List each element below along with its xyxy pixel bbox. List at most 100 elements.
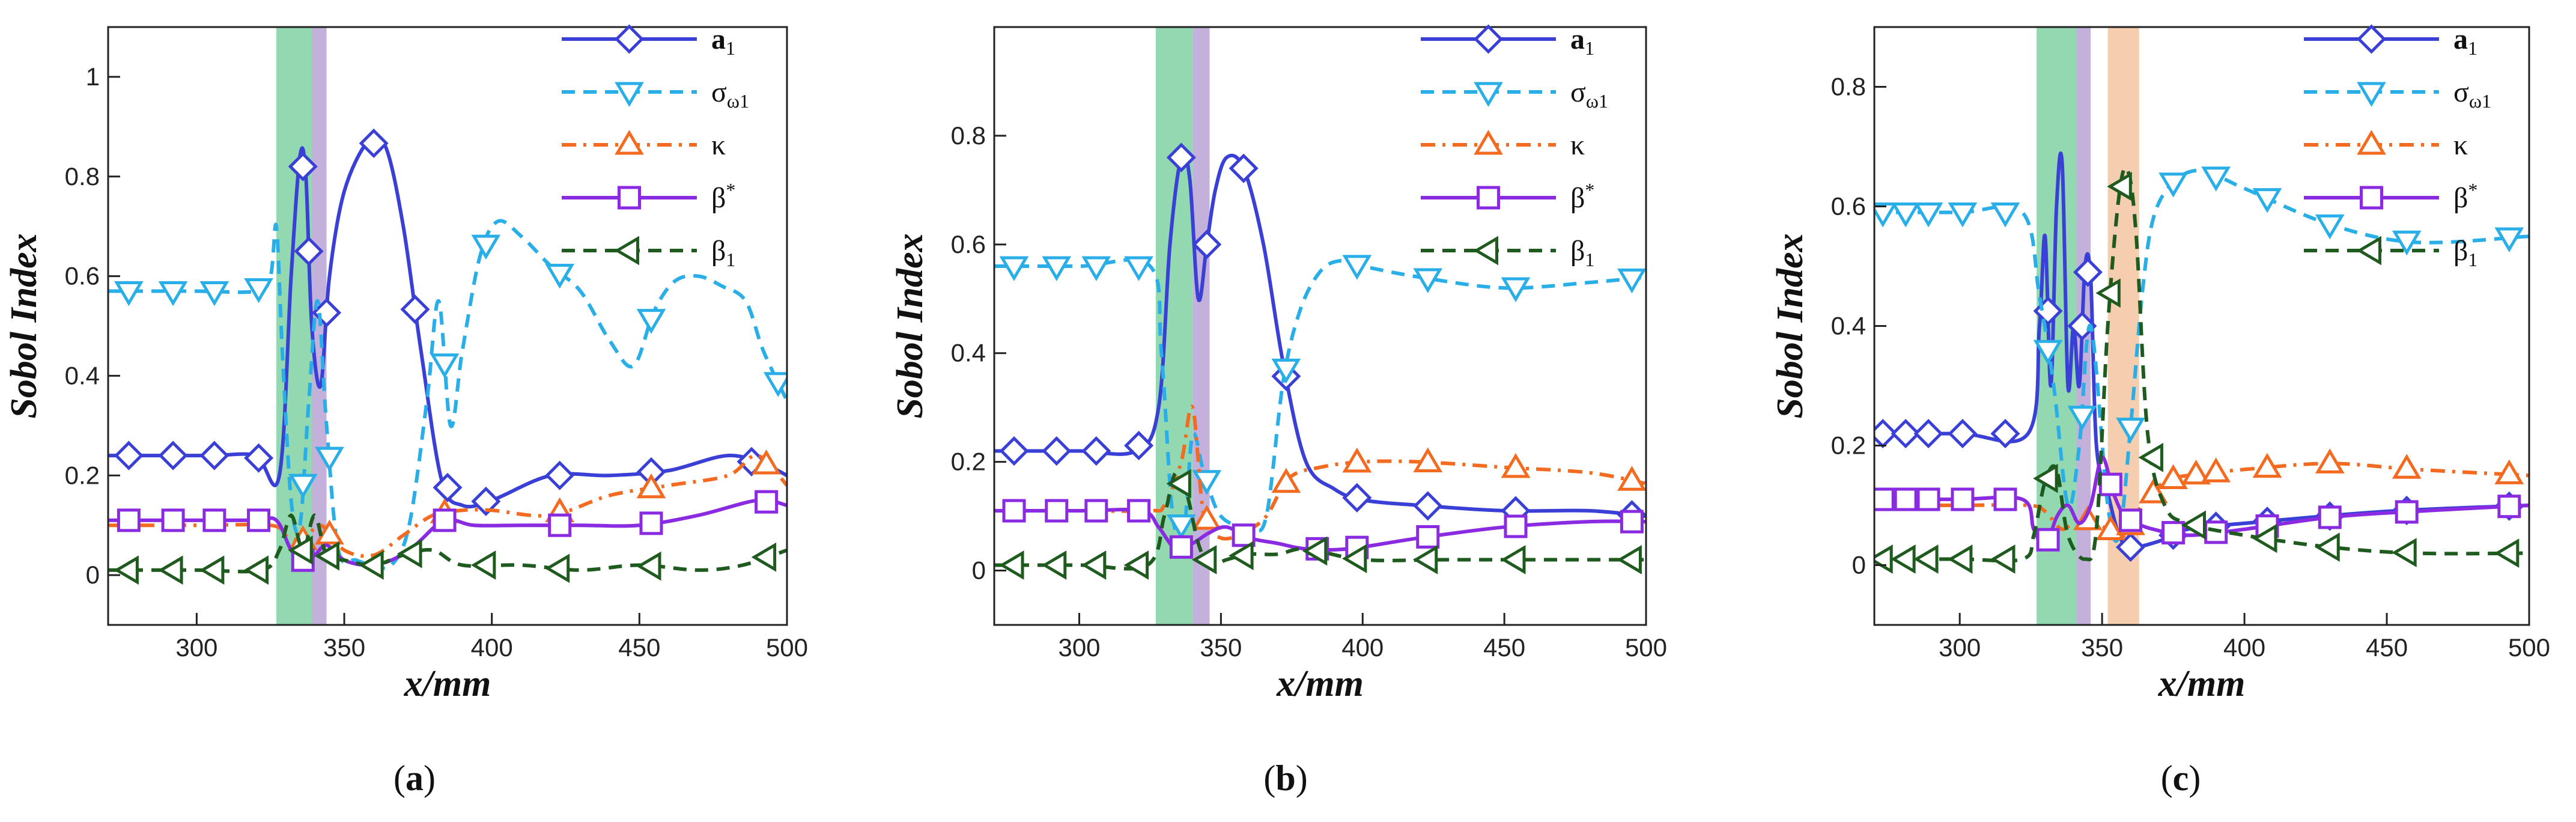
data-point-1-4 — [288, 473, 318, 499]
data-point-1-12 — [2392, 230, 2422, 256]
data-point-1-3 — [1948, 202, 1978, 228]
data-point-4-1 — [1891, 544, 1916, 574]
data-point-0-4 — [1166, 142, 1196, 172]
legend-label-superscript: * — [726, 179, 735, 201]
data-point-0-9 — [1413, 491, 1443, 521]
legend-label-base: σ — [1570, 76, 1586, 108]
data-point-1-1 — [1042, 256, 1072, 281]
data-point-1-3 — [1124, 256, 1153, 281]
data-point-1-7 — [2116, 418, 2145, 443]
axis-frame — [107, 26, 788, 626]
series-line-4 — [994, 470, 1646, 571]
legend-label-base: κ — [1570, 129, 1585, 161]
data-point-3-6 — [548, 513, 572, 537]
x-tick-label: 350 — [323, 633, 365, 662]
legend-label-0: a1 — [711, 23, 735, 59]
legend-marker-0 — [2356, 24, 2387, 54]
legend-label-superscript: * — [2468, 179, 2477, 201]
data-point-3-3 — [1127, 499, 1151, 523]
data-point-4-3 — [1123, 550, 1149, 580]
y-tick-label: 0.2 — [951, 448, 986, 476]
data-point-1-13 — [2494, 227, 2524, 252]
data-point-4-10 — [1501, 545, 1526, 574]
x-tick-label: 350 — [2081, 633, 2123, 662]
data-point-2-4 — [636, 473, 666, 499]
panel-label: (a) — [393, 758, 436, 798]
data-point-4-2 — [1081, 550, 1107, 580]
series-1 — [1874, 166, 2529, 543]
data-point-2-10 — [2494, 459, 2524, 485]
legend-label-base: β — [711, 235, 726, 267]
data-point-4-9 — [2181, 510, 2207, 540]
legend-label-base: κ — [2453, 129, 2468, 161]
legend-label-3: β* — [711, 179, 735, 214]
data-point-3-7 — [2119, 508, 2143, 532]
data-point-1-1 — [1891, 202, 1921, 228]
data-point-0-3 — [1948, 419, 1978, 449]
data-point-3-8 — [1416, 525, 1440, 549]
data-point-0-10 — [471, 486, 501, 516]
data-point-3-0 — [1002, 499, 1026, 523]
legend-label-2: κ — [2453, 129, 2468, 161]
x-tick-label: 400 — [1341, 633, 1384, 662]
series-line-0 — [994, 151, 1646, 519]
legend-label-subscript: 1 — [2468, 37, 2477, 59]
y-tick-label: 0 — [86, 561, 100, 589]
data-point-4-2 — [199, 555, 225, 585]
series-line-2 — [108, 454, 787, 558]
panel-label-close: ) — [2189, 758, 2201, 798]
data-point-3-10 — [1620, 510, 1644, 534]
data-point-4-3 — [243, 555, 269, 585]
panel-label-open: ( — [393, 758, 406, 798]
data-point-3-0 — [1874, 487, 1895, 511]
data-point-3-2 — [1084, 499, 1108, 523]
panel-label-letter: a — [406, 758, 424, 798]
y-tick-label: 0.6 — [65, 262, 100, 290]
panel-label-letter: b — [1275, 758, 1295, 798]
data-point-2-8 — [2315, 448, 2345, 473]
legend-label-subscript: ω1 — [1586, 90, 1608, 112]
data-point-3-2 — [202, 508, 226, 532]
y-tick-label: 0.4 — [951, 339, 986, 367]
panel-label-close: ) — [1296, 758, 1308, 798]
data-point-1-7 — [471, 234, 501, 260]
legend-label-base: β — [2453, 235, 2468, 267]
legend-marker-2 — [615, 130, 644, 155]
data-point-0-5 — [1192, 230, 1222, 260]
data-point-4-11 — [751, 542, 777, 572]
data-point-4-5 — [314, 541, 339, 571]
x-tick-label: 450 — [2366, 633, 2408, 662]
legend-label-base: σ — [711, 76, 727, 108]
legend-label-4: β1 — [1570, 235, 1594, 270]
data-point-4-8 — [470, 550, 496, 580]
data-point-4-5 — [2033, 463, 2058, 493]
y-tick-label: 0.2 — [65, 461, 100, 489]
data-point-1-2 — [1913, 202, 1943, 228]
data-point-2-5 — [1617, 466, 1646, 491]
series-3 — [994, 499, 1646, 561]
data-point-4-3 — [1947, 544, 1973, 574]
y-tick-label: 0.8 — [951, 121, 986, 150]
data-point-0-8 — [2115, 532, 2146, 562]
data-point-2-1 — [315, 519, 344, 545]
x-tick-label: 400 — [2223, 633, 2265, 662]
data-point-1-6 — [1271, 358, 1301, 384]
panel-label-open: ( — [1263, 758, 1275, 798]
data-point-1-0 — [999, 256, 1029, 281]
legend-label-2: κ — [1570, 129, 1585, 161]
data-point-3-1 — [161, 508, 185, 532]
data-point-1-11 — [2315, 214, 2345, 240]
legend-marker-3 — [618, 186, 641, 210]
axis-frame — [993, 26, 1647, 626]
y-tick-label: 0.2 — [1831, 431, 1866, 460]
data-point-1-9 — [2201, 166, 2231, 192]
data-point-3-9 — [2204, 520, 2228, 544]
data-point-1-10 — [763, 372, 787, 397]
data-point-4-6 — [359, 550, 384, 580]
y-tick-label: 0.4 — [65, 361, 100, 389]
data-point-4-8 — [2138, 443, 2163, 472]
y-tick-label: 0.6 — [1831, 192, 1866, 221]
